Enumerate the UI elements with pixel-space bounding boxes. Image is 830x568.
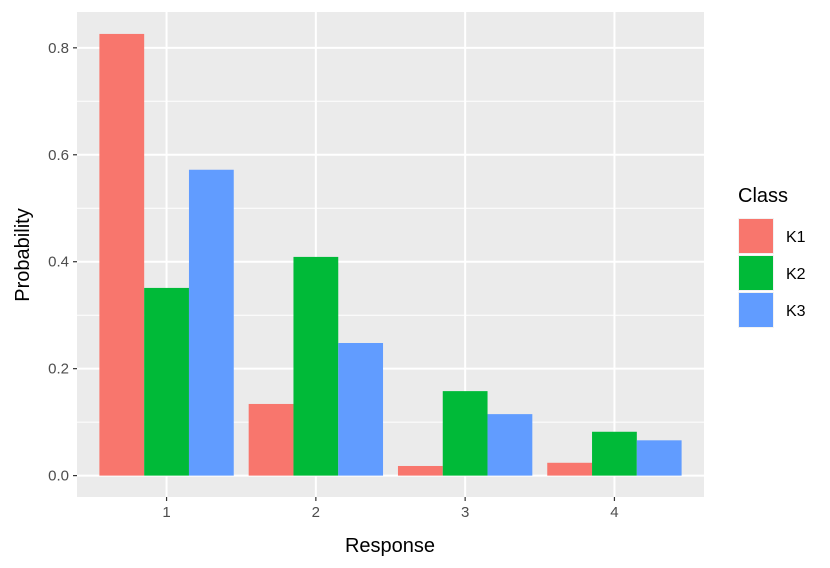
bar-k2-4 — [592, 431, 637, 476]
legend: Class K1 K2 K3 — [738, 185, 806, 328]
bar-k1-2 — [248, 403, 294, 476]
bar-k1-3 — [397, 465, 443, 476]
legend-key-k3 — [739, 293, 773, 327]
bar-k3-1 — [188, 169, 234, 476]
legend-label-k1: K1 — [786, 229, 806, 246]
bar-k1-4 — [547, 462, 593, 476]
y-tick-label: 0.4 — [48, 254, 69, 271]
x-tick-label: 1 — [162, 504, 170, 521]
legend-key-k2 — [739, 256, 773, 290]
x-tick-label: 3 — [461, 504, 469, 521]
x-tick-label: 4 — [610, 504, 618, 521]
y-tick-label: 0.8 — [48, 40, 69, 57]
bar-k1-1 — [99, 33, 145, 476]
bar-k2-2 — [293, 256, 339, 476]
bar-k2-1 — [144, 287, 189, 476]
legend-title: Class — [738, 185, 788, 207]
x-axis-title: Response — [345, 535, 435, 557]
bar-k3-2 — [338, 342, 384, 476]
bars — [99, 33, 682, 476]
x-tick-label: 2 — [312, 504, 320, 521]
y-axis: 0.0 0.2 0.4 0.6 0.8 — [48, 40, 77, 485]
bar-k3-4 — [636, 440, 682, 476]
bar-k3-3 — [487, 414, 533, 476]
legend-label-k2: K2 — [786, 266, 806, 283]
y-tick-label: 0.2 — [48, 361, 69, 378]
x-axis: 1 2 3 4 — [162, 497, 619, 521]
y-tick-label: 0.0 — [48, 468, 69, 485]
y-tick-label: 0.6 — [48, 147, 69, 164]
legend-label-k3: K3 — [786, 303, 806, 320]
y-axis-title: Probability — [12, 208, 34, 301]
bar-k2-3 — [442, 391, 488, 476]
legend-key-k1 — [739, 219, 773, 253]
